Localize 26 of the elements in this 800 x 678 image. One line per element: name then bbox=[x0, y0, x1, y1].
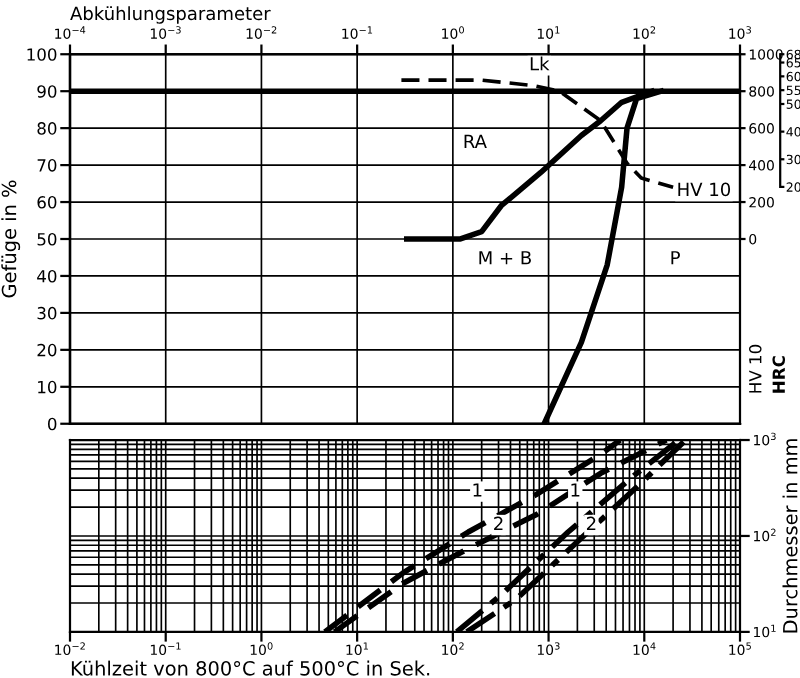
y-tick-label: 70 bbox=[37, 159, 57, 172]
y-tick-label: 30 bbox=[37, 306, 57, 320]
y-tick-label: 20 bbox=[37, 343, 57, 357]
y-tick-label: 60 bbox=[37, 196, 57, 209]
x-axis-title: Kühlzeit von 800°C auf 500°C in Sek. bbox=[71, 660, 430, 676]
y-tick-label: 0 bbox=[47, 417, 57, 431]
y-tick-label: 100 bbox=[27, 48, 57, 61]
annotation: 2 bbox=[586, 516, 596, 531]
y-tick-label: 40 bbox=[37, 269, 57, 283]
y2-axis-title: HV 10 bbox=[748, 344, 762, 393]
y3-axis-title: HRC bbox=[772, 356, 786, 393]
annotation: M + B bbox=[479, 251, 531, 265]
y-tick-label: 90 bbox=[37, 85, 57, 98]
annotation: 1 bbox=[473, 483, 482, 497]
x-axis-title: Abkühlungsparameter bbox=[70, 6, 271, 24]
y-axis-title: Durchmesser in mm bbox=[782, 439, 798, 633]
annotation: 1 bbox=[571, 483, 580, 497]
y-axis-title: Gefüge in % bbox=[1, 180, 21, 298]
annotation: Lk bbox=[530, 56, 550, 71]
annotation: RA bbox=[464, 134, 487, 148]
y-tick-label: 10 bbox=[38, 380, 57, 394]
annotation: 2 bbox=[494, 516, 503, 531]
y-tick-label: 80 bbox=[37, 122, 57, 135]
annotation: P bbox=[671, 251, 680, 265]
y-tick-label: 50 bbox=[37, 232, 57, 246]
annotation: HV 10 bbox=[678, 182, 731, 197]
